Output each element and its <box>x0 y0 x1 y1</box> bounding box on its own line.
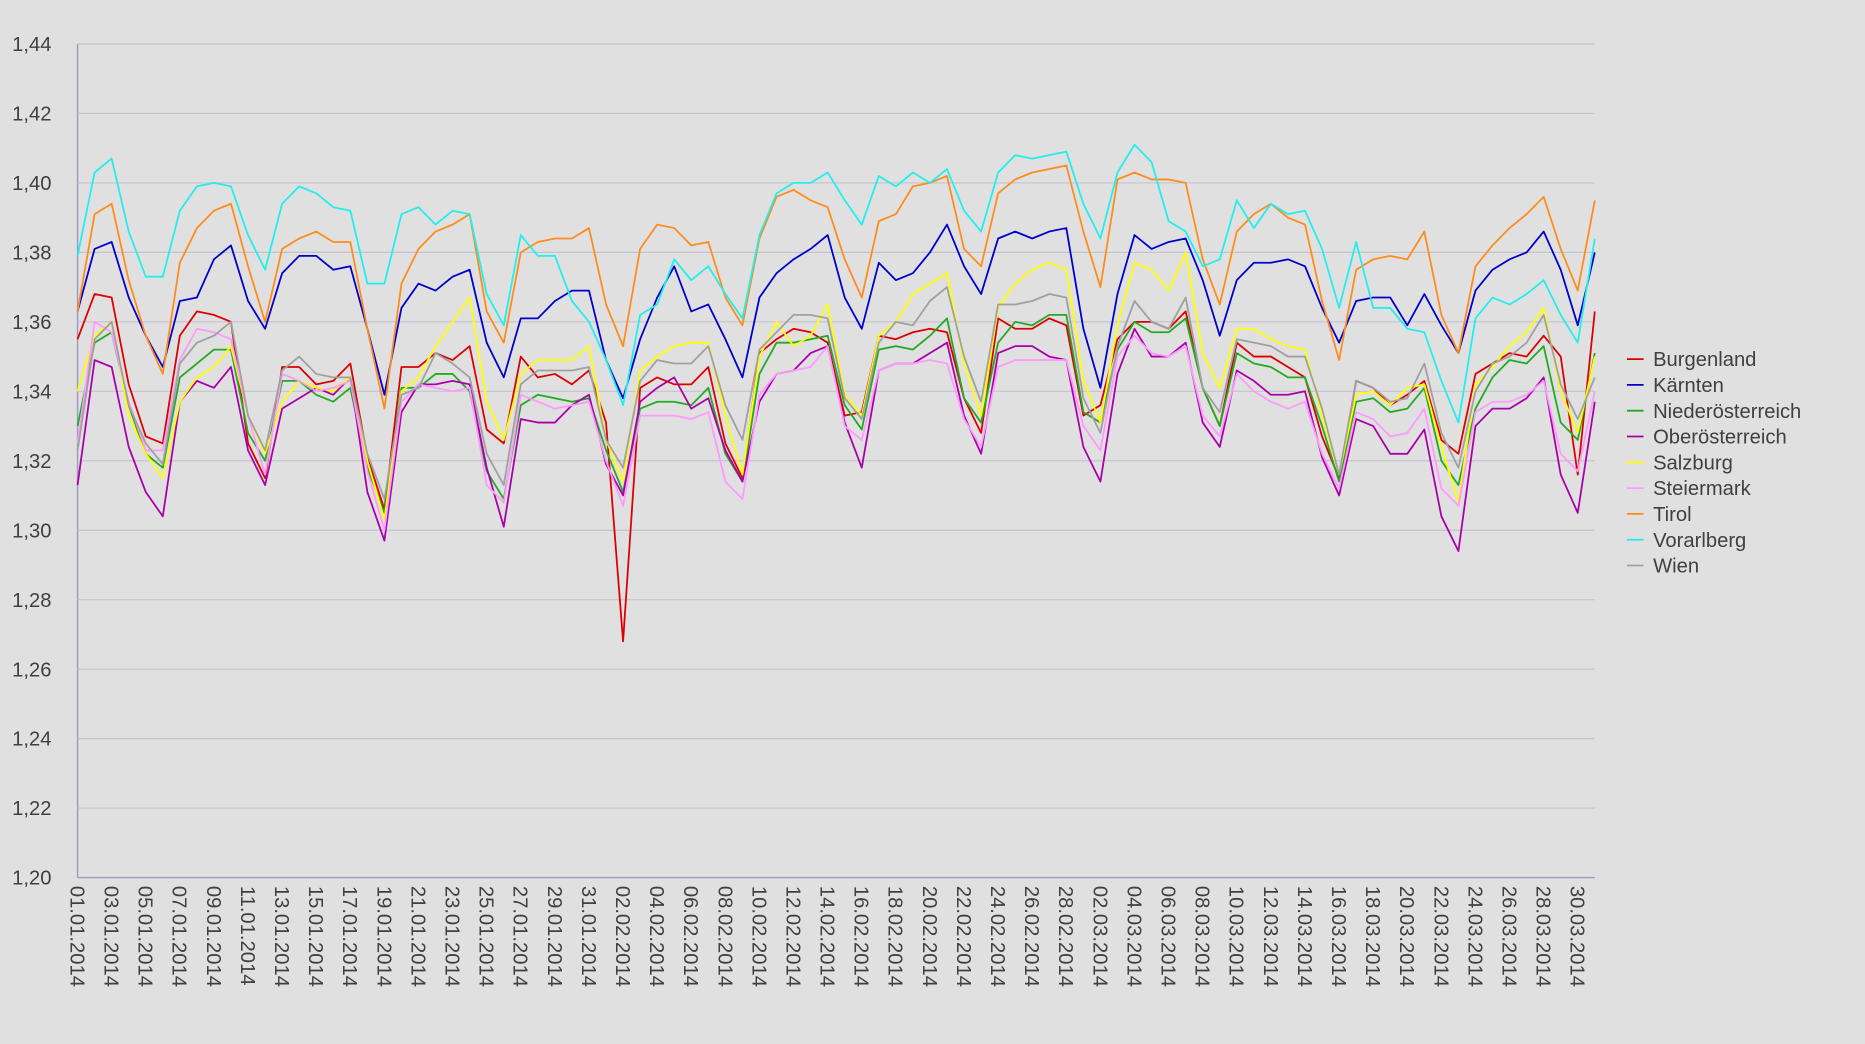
x-tick-label: 02.02.2014 <box>611 886 633 987</box>
x-tick-label: 14.02.2014 <box>816 886 838 987</box>
x-tick-label: 10.02.2014 <box>747 886 769 987</box>
x-tick-label: 20.02.2014 <box>918 886 940 987</box>
x-tick-label: 17.01.2014 <box>338 886 360 987</box>
x-tick-label: 05.01.2014 <box>134 886 156 987</box>
legend-label: Niederösterreich <box>1653 401 1801 423</box>
x-tick-label: 24.03.2014 <box>1463 886 1485 987</box>
legend-label: Steiermark <box>1653 478 1752 500</box>
y-tick-label: 1,32 <box>12 451 51 473</box>
y-tick-label: 1,36 <box>12 312 51 334</box>
y-tick-label: 1,26 <box>12 659 51 681</box>
x-tick-label: 31.01.2014 <box>577 886 599 987</box>
x-tick-label: 14.03.2014 <box>1293 886 1315 987</box>
x-tick-label: 23.01.2014 <box>440 886 462 987</box>
series-line <box>76 313 1596 514</box>
y-tick-label: 1,42 <box>12 104 51 126</box>
x-tick-label: 01.01.2014 <box>65 886 87 987</box>
x-tick-label: 22.03.2014 <box>1429 886 1451 987</box>
y-tick-label: 1,24 <box>12 729 51 751</box>
x-tick-label: 08.03.2014 <box>1191 886 1213 987</box>
x-tick-label: 12.03.2014 <box>1259 886 1281 987</box>
x-tick-label: 21.01.2014 <box>406 886 428 987</box>
series-line <box>76 286 1596 500</box>
x-tick-label: 26.03.2014 <box>1497 886 1519 987</box>
x-tick-label: 28.02.2014 <box>1054 886 1076 987</box>
x-tick-label: 16.03.2014 <box>1327 886 1349 987</box>
y-tick-label: 1,38 <box>12 243 51 265</box>
legend-label: Oberösterreich <box>1653 427 1787 449</box>
legend-label: Vorarlberg <box>1653 530 1746 552</box>
x-tick-label: 02.03.2014 <box>1088 886 1110 987</box>
x-tick-label: 25.01.2014 <box>475 886 497 987</box>
y-tick-label: 1,28 <box>12 590 51 612</box>
series-line <box>76 164 1596 410</box>
x-tick-label: 22.02.2014 <box>952 886 974 987</box>
y-tick-label: 1,40 <box>12 173 51 195</box>
legend-label: Wien <box>1653 556 1699 578</box>
x-tick-label: 12.02.2014 <box>781 886 803 987</box>
x-tick-label: 30.03.2014 <box>1566 886 1588 987</box>
x-tick-label: 19.01.2014 <box>372 886 394 987</box>
x-tick-label: 18.02.2014 <box>884 886 906 987</box>
y-tick-label: 1,44 <box>12 34 51 56</box>
legend-label: Tirol <box>1653 504 1692 526</box>
x-tick-label: 08.02.2014 <box>713 886 735 987</box>
series-line <box>76 320 1596 532</box>
x-tick-label: 11.01.2014 <box>236 886 258 986</box>
x-tick-label: 10.03.2014 <box>1225 886 1247 987</box>
legend-label: Salzburg <box>1653 452 1733 474</box>
legend-label: Kärnten <box>1653 375 1724 397</box>
x-tick-label: 13.01.2014 <box>270 886 292 987</box>
y-tick-label: 1,20 <box>12 868 51 890</box>
x-tick-label: 09.01.2014 <box>202 886 224 987</box>
y-tick-label: 1,34 <box>12 381 51 403</box>
x-tick-label: 29.01.2014 <box>543 886 565 987</box>
x-tick-label: 28.03.2014 <box>1532 886 1554 987</box>
legend-label: Burgenland <box>1653 349 1756 371</box>
x-tick-label: 07.01.2014 <box>168 886 190 987</box>
x-tick-label: 06.02.2014 <box>679 886 701 987</box>
x-tick-label: 03.01.2014 <box>100 886 122 987</box>
series-line <box>76 143 1596 424</box>
x-tick-label: 06.03.2014 <box>1156 886 1178 987</box>
x-tick-label: 04.03.2014 <box>1122 886 1144 987</box>
x-tick-label: 26.02.2014 <box>1020 886 1042 987</box>
series-line <box>76 223 1596 400</box>
y-tick-label: 1,30 <box>12 520 51 542</box>
y-tick-label: 1,22 <box>12 798 51 820</box>
x-tick-label: 15.01.2014 <box>304 886 326 987</box>
x-tick-label: 20.03.2014 <box>1395 886 1417 987</box>
x-tick-label: 16.02.2014 <box>850 886 872 987</box>
x-tick-label: 27.01.2014 <box>509 886 531 987</box>
x-tick-label: 24.02.2014 <box>986 886 1008 987</box>
x-tick-label: 18.03.2014 <box>1361 886 1383 987</box>
x-tick-label: 04.02.2014 <box>645 886 667 987</box>
